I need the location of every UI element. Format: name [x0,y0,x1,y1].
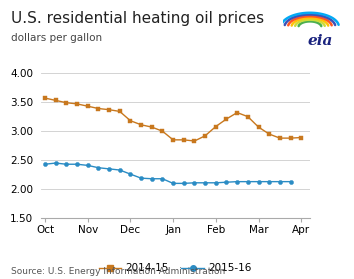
2014-15 [86,105,90,108]
2015-16 [256,180,261,183]
2014-15 [224,117,229,121]
2015-16 [192,181,196,184]
2015-16 [150,177,154,181]
2015-16 [278,180,282,183]
2015-16 [267,180,271,183]
2014-15 [53,99,58,102]
Line: 2015-16: 2015-16 [43,161,293,186]
2014-15 [107,108,111,111]
2015-16 [214,181,218,184]
2014-15 [128,119,132,122]
2015-16 [160,177,165,181]
2014-15 [182,138,186,141]
2014-15 [96,107,101,110]
2014-15 [267,132,271,136]
2014-15 [43,97,47,100]
2015-16 [128,172,132,176]
Legend: 2014-15, 2015-16: 2014-15, 2015-16 [98,263,252,273]
2014-15 [150,126,154,129]
2014-15 [139,123,143,126]
2014-15 [64,101,68,104]
2015-16 [43,163,47,166]
Text: dollars per gallon: dollars per gallon [11,33,102,44]
2015-16 [139,177,143,180]
2015-16 [235,180,239,183]
Line: 2014-15: 2014-15 [43,96,303,143]
2014-15 [75,102,79,105]
2015-16 [224,181,229,184]
2014-15 [214,125,218,128]
2015-16 [53,161,58,165]
2014-15 [192,139,196,143]
2015-16 [64,163,68,166]
2014-15 [278,136,282,140]
2014-15 [299,136,303,139]
2014-15 [289,136,293,140]
2014-15 [118,110,122,113]
2015-16 [86,164,90,167]
2014-15 [235,111,239,114]
2015-16 [203,181,207,184]
2014-15 [160,129,165,133]
Text: U.S. residential heating oil prices: U.S. residential heating oil prices [11,11,264,26]
2015-16 [171,182,175,185]
2015-16 [182,182,186,185]
2014-15 [256,126,261,129]
2015-16 [96,166,101,169]
2015-16 [75,163,79,166]
2015-16 [107,167,111,170]
2014-15 [246,115,250,118]
Text: Source: U.S. Energy Information Administration: Source: U.S. Energy Information Administ… [11,267,225,276]
2014-15 [203,134,207,138]
2015-16 [289,180,293,183]
2015-16 [246,180,250,183]
2014-15 [171,138,175,141]
2015-16 [118,168,122,172]
Text: eia: eia [308,34,333,48]
